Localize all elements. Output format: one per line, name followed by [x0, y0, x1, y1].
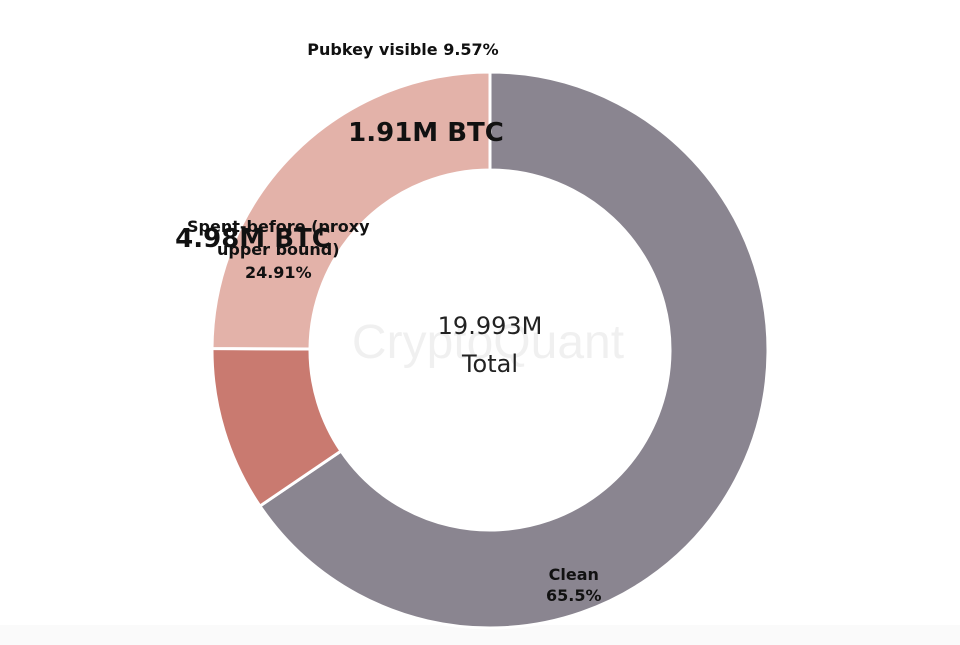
annotation-pubkey-btc: 1.91M BTC — [348, 118, 504, 148]
slice-label-clean: Clean 65.5% — [546, 565, 602, 605]
footer-strip — [0, 625, 960, 645]
slice-label-spent-before: Spent-before (proxy upper bound) 24.91% — [187, 217, 370, 282]
center-label: Total — [461, 350, 518, 378]
annotation-spent-before-btc: 4.98M BTC — [175, 224, 331, 254]
slice-label-pubkey-visible: Pubkey visible 9.57% — [307, 40, 498, 59]
watermark: CryptoQuant — [352, 316, 624, 369]
slice-clean — [258, 70, 770, 630]
slice-spent-before-proxy-upper-bound — [210, 70, 492, 351]
center-value: 19.993M — [438, 312, 543, 340]
